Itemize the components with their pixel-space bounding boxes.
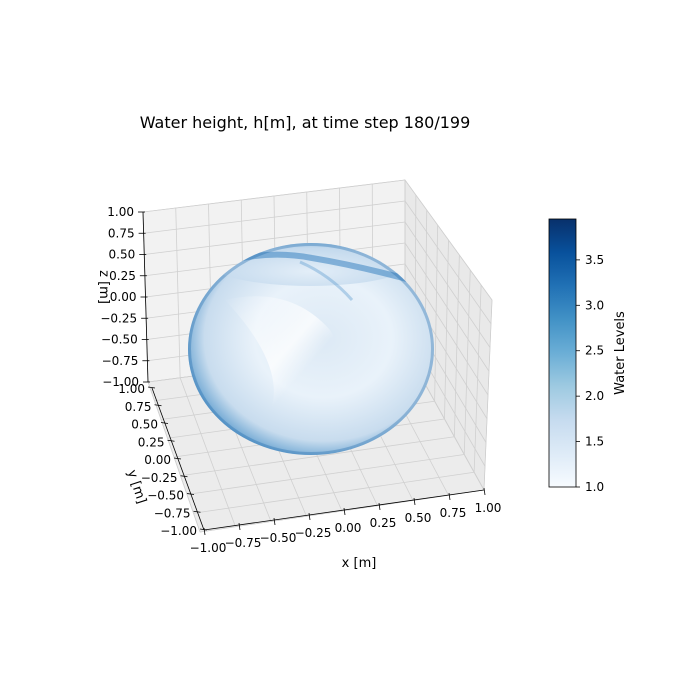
colorbar-label: Water Levels xyxy=(613,311,628,395)
z-axis: −1.00 −0.75 −0.50 −0.25 0.00 0.25 0.50 0.75 1.00 xyxy=(100,205,150,389)
y-tick-label: −0.25 xyxy=(141,471,178,485)
x-tick xyxy=(483,487,486,496)
grid-line xyxy=(142,179,406,213)
x-axis: −1.00−0.75−0.50−0.25 0.00 0.25 0.50 0.75 1.00 xyxy=(190,487,502,555)
z-tick-label: 0.00 xyxy=(110,290,137,304)
y-tick-label: 0.75 xyxy=(125,400,152,414)
grid-line xyxy=(404,200,492,324)
colorbar: 1.0 1.5 2.0 2.5 3.0 3.5 Water Levels xyxy=(548,218,628,494)
grid-line xyxy=(143,200,406,234)
x-tick-label: 0.25 xyxy=(370,516,397,530)
x-tick xyxy=(413,497,416,506)
y-axis-line xyxy=(151,387,205,531)
grid-line xyxy=(473,284,482,473)
colorbar-gradient xyxy=(548,218,577,488)
y-tick-label: 0.50 xyxy=(131,418,158,432)
z-tick-label: −0.25 xyxy=(100,311,137,325)
grid-line xyxy=(453,254,460,437)
x-tick-label: −1.00 xyxy=(190,541,227,555)
colorbar-tick-label: 3.0 xyxy=(585,298,604,312)
x-tick xyxy=(238,522,241,531)
x-tick-label: −0.50 xyxy=(260,531,297,545)
x-tick xyxy=(273,517,276,526)
x-tick-label: 0.75 xyxy=(440,506,467,520)
colorbar-tick-label: 3.5 xyxy=(585,253,604,267)
colorbar-ticks: 1.0 1.5 2.0 2.5 3.0 3.5 xyxy=(576,253,604,494)
z-tick-label: 0.50 xyxy=(109,248,136,262)
y-tick xyxy=(193,510,201,513)
sheen xyxy=(225,296,346,434)
y-tick xyxy=(186,493,195,495)
x-tick-label: 1.00 xyxy=(475,501,502,515)
colorbar-tick-label: 1.5 xyxy=(585,435,604,449)
z-tick-label: −0.50 xyxy=(101,333,138,347)
z-tick-label: 0.75 xyxy=(108,226,135,240)
x-tick-label: 0.50 xyxy=(405,511,432,525)
z-tick-label: 1.00 xyxy=(107,205,134,219)
x-tick-label: −0.25 xyxy=(295,526,332,540)
y-tick xyxy=(173,457,182,460)
y-tick xyxy=(180,475,188,478)
chart-title: Water height, h[m], at time step 180/199 xyxy=(140,113,471,132)
grid-line xyxy=(404,242,490,372)
y-tick xyxy=(154,404,162,407)
x-tick xyxy=(343,507,346,516)
y-tick-label: −1.00 xyxy=(160,524,197,538)
grid-line xyxy=(483,299,493,491)
z-axis-label: z [m] xyxy=(96,270,111,304)
grid-line xyxy=(463,269,471,455)
grid-line xyxy=(144,221,406,255)
y-tick xyxy=(160,422,169,424)
z-tick-label: −0.75 xyxy=(102,354,139,368)
y-tick xyxy=(167,439,175,442)
y-tick-label: −0.75 xyxy=(154,506,191,520)
y-tick-label: 1.00 xyxy=(118,382,145,396)
x-tick xyxy=(308,512,311,521)
y-tick xyxy=(147,386,156,389)
y-tick-label: 0.25 xyxy=(138,435,165,449)
y-tick-label: 0.00 xyxy=(144,453,171,467)
x-tick xyxy=(448,492,451,501)
grid-line xyxy=(404,263,489,396)
grid-line xyxy=(404,179,493,301)
wave-crest-2 xyxy=(299,260,354,301)
z-tick-label: −1.00 xyxy=(102,375,139,389)
x-tick xyxy=(203,527,206,536)
x-tick-label: 0.00 xyxy=(335,521,362,535)
colorbar-tick-label: 2.5 xyxy=(585,344,604,358)
y-axis: −1.00 −0.75 −0.50 −0.25 0.00 0.25 0.50 0.75 1.00 xyxy=(118,382,208,538)
x-tick xyxy=(378,502,381,511)
y-tick-label: −0.50 xyxy=(147,489,184,503)
colorbar-tick-label: 2.0 xyxy=(585,389,604,403)
grid-line xyxy=(404,221,491,348)
x-tick-label: −0.75 xyxy=(225,536,262,550)
z-tick-label: 0.25 xyxy=(109,269,136,283)
x-axis-label: x [m] xyxy=(342,556,377,571)
colorbar-tick-label: 1.0 xyxy=(585,480,604,494)
